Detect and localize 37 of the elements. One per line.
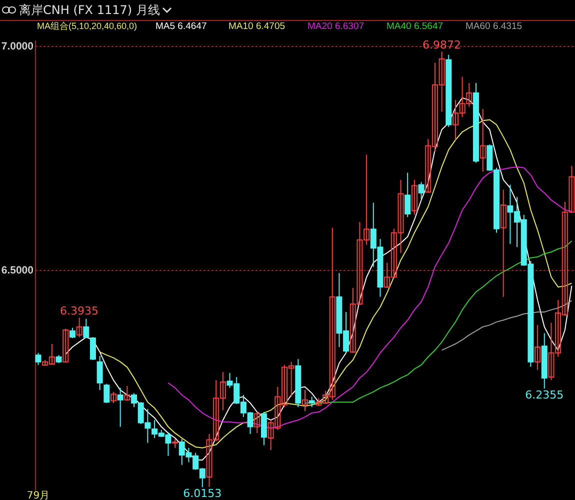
- x-tick-label: 79月: [26, 490, 50, 500]
- candlestick: [62, 328, 69, 362]
- candlestick: [104, 383, 110, 404]
- y-tick-label: 7.0000: [1, 40, 34, 52]
- text: MA5 6.4647: [156, 21, 207, 32]
- candlestick: [69, 327, 76, 339]
- candlestick: [117, 387, 124, 428]
- annotation: 6.3935: [60, 304, 99, 318]
- candlestick: [404, 172, 411, 218]
- candlestick: [254, 412, 260, 434]
- line-series: [99, 119, 572, 448]
- candlestick: [90, 336, 96, 361]
- text: MA10 6.4705: [228, 21, 286, 32]
- annotation: 6.2355: [525, 388, 564, 402]
- chart-title: 离岸CNH (FX 1117) 月线: [19, 2, 160, 18]
- legend-title: MA组合(5,10,20,40,60,0): [37, 21, 138, 31]
- candlestick: [480, 108, 486, 172]
- annotation: 6.0153: [183, 487, 222, 500]
- candlestick: [260, 412, 267, 446]
- candlestick: [308, 396, 315, 408]
- text: MA60 6.4315: [466, 21, 522, 32]
- candlestick: [110, 391, 116, 404]
- text: MA20 6.6307: [308, 21, 364, 32]
- candlestick: [534, 324, 541, 370]
- candlestick: [302, 390, 308, 412]
- candlestick: [418, 182, 424, 200]
- line-series: [441, 300, 572, 351]
- candlestick: [411, 179, 418, 216]
- candlestick: [76, 317, 82, 338]
- candlestick: [83, 318, 90, 339]
- candlestick: [124, 386, 130, 402]
- candlestick: [96, 355, 103, 391]
- candlestick: [35, 352, 42, 366]
- candlestick: [500, 189, 506, 298]
- text: MA40 6.5647: [386, 21, 444, 32]
- annotation: 6.9872: [422, 38, 462, 52]
- y-tick-label: 6.5000: [1, 264, 34, 276]
